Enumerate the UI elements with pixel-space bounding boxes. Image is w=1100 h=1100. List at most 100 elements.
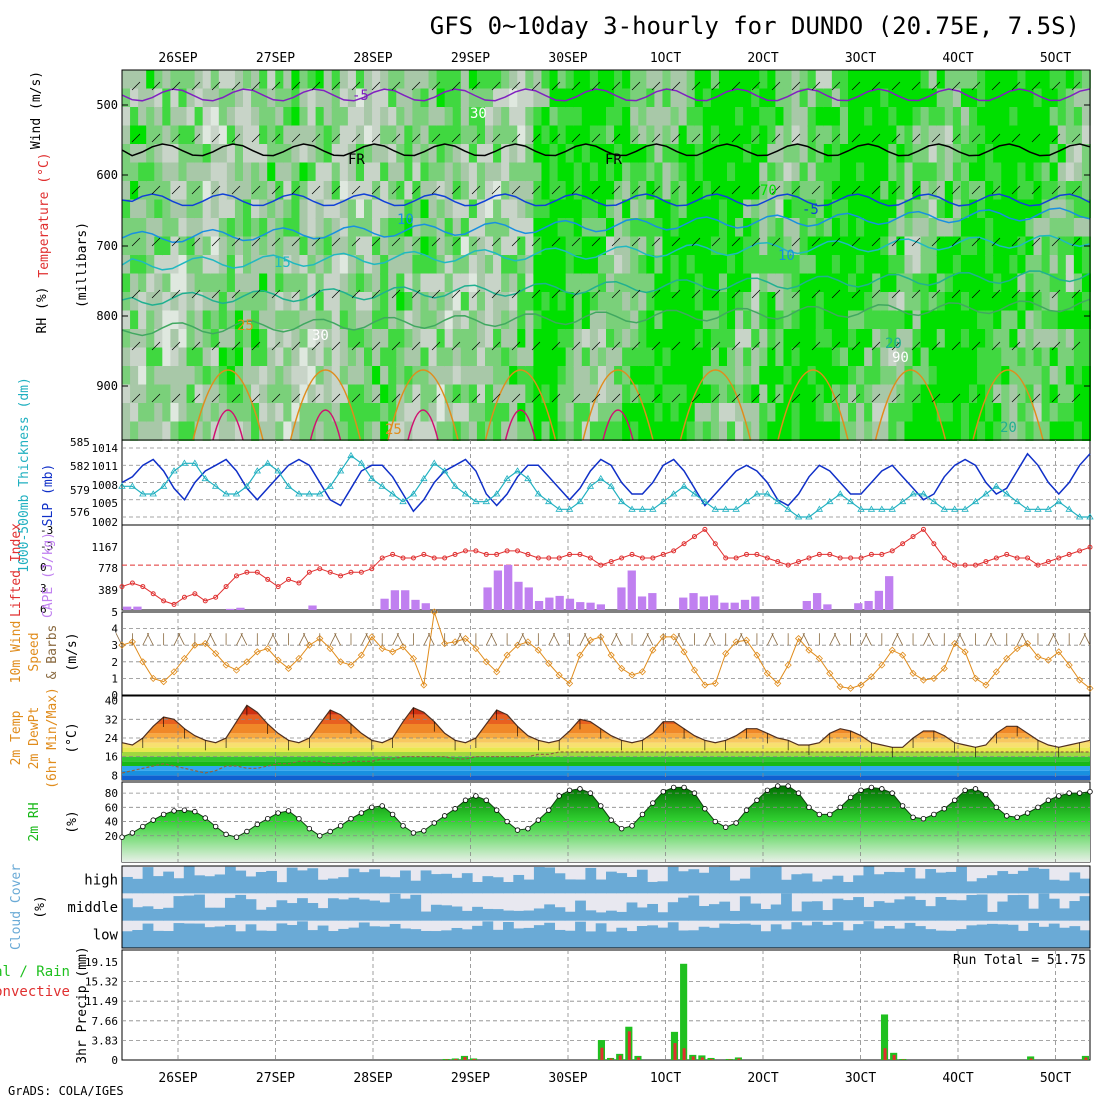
rh-cell [848,273,858,293]
rh-cell [533,181,543,201]
cloud-bar [925,906,937,921]
rh-cell [251,384,261,404]
cloud-bar [1079,930,1091,948]
wind-barb [931,133,941,143]
temp-band [122,775,1090,780]
rh-cell [702,292,712,312]
rh-cell [678,366,688,386]
rh-cell [339,273,349,293]
lifted-index-point [161,598,167,604]
rh-cell [1049,421,1059,441]
rh-cell [848,329,858,349]
rh-cell [1081,273,1091,293]
rh-cell [210,125,220,145]
rh-cell [775,347,785,367]
cloud-bar [224,924,236,948]
rh-cell [1057,421,1067,441]
rh-cell [307,199,317,219]
rh-cell [404,199,414,219]
rh-cell [396,70,406,90]
convective-bar [472,1058,476,1060]
rh-cell [920,310,930,330]
rh-cell [969,181,979,201]
rh-cell [807,218,817,238]
rh-cell [533,347,543,367]
rh-cell [138,403,148,423]
rh-cell [501,403,511,423]
rh-cell [1009,421,1019,441]
rh-cell [759,329,769,349]
rh-cell [646,218,656,238]
rh-cell [186,255,196,275]
wind-barb [731,289,741,299]
rh-cell [323,421,333,441]
rh-cell [1041,218,1051,238]
rh-cell [581,70,591,90]
rh-cell [122,273,132,293]
cloud-bar [636,907,648,921]
wind-barb [351,289,361,299]
cloud-bar [575,900,586,921]
rh-cell [581,107,591,127]
lifted-index-point [900,541,906,547]
rh-cell [315,218,325,238]
rh-cell [888,107,898,127]
rh-cell [130,255,140,275]
rh-cell [146,366,156,386]
wind-barb [891,133,901,143]
rh-cell [218,199,228,219]
lifted-index-point [577,551,583,557]
wind-barb [731,185,741,195]
rh-point [775,783,781,789]
cloud-bar [544,904,556,921]
rh-cell [1033,107,1043,127]
rh-cell [589,310,599,330]
lifted-index-point [691,534,697,540]
rh-cell [347,107,357,127]
rh-cell [339,88,349,108]
rh-cell [485,310,495,330]
rh-cell [565,144,575,164]
cloud-bar [1007,895,1019,921]
rh-cell [936,107,946,127]
rh-cell [952,181,962,201]
rh-cell [202,421,212,441]
rh-cell [468,236,478,256]
wind-speed-point [149,674,157,682]
rh-cell [880,255,890,275]
rh-cell [1065,162,1075,182]
rh-cell [952,144,962,164]
rh-cell [460,88,470,108]
rh-cell [896,70,906,90]
rh-cell [977,292,987,312]
rh-cell [428,403,438,423]
wind-barb [365,633,373,646]
rh-cell [1009,292,1019,312]
wind-barb [991,185,1001,195]
wind-barb [591,133,601,143]
wind-barb [646,633,654,646]
lifted-index-point [827,551,833,557]
wind-barb [251,133,261,143]
rh-cell [670,347,680,367]
thickness-point [565,505,574,512]
convective-bar [636,1057,640,1060]
rh-cell [573,218,583,238]
rh-cell [759,255,769,275]
li-axis-label: Lifted Index [9,523,24,617]
cloud-bar [708,904,720,921]
convective-bar [609,1058,613,1060]
rh-cell [904,329,914,349]
rh-cell [993,329,1003,349]
rh-cell [904,255,914,275]
lifted-index-point [390,551,396,557]
rh-cell [525,107,535,127]
rh-cell [807,70,817,90]
top-date-axis: 26SEP 27SEP 28SEP 29SEP 30SEP 1OCT 2OCT 3OCT 4OC… [158,51,1071,66]
rh-cell [662,162,672,182]
rh-cell [412,125,422,145]
rh-cell [670,366,680,386]
cloud-bar [1007,873,1019,894]
rh-cell [638,292,648,312]
cloud-bar [729,923,741,948]
